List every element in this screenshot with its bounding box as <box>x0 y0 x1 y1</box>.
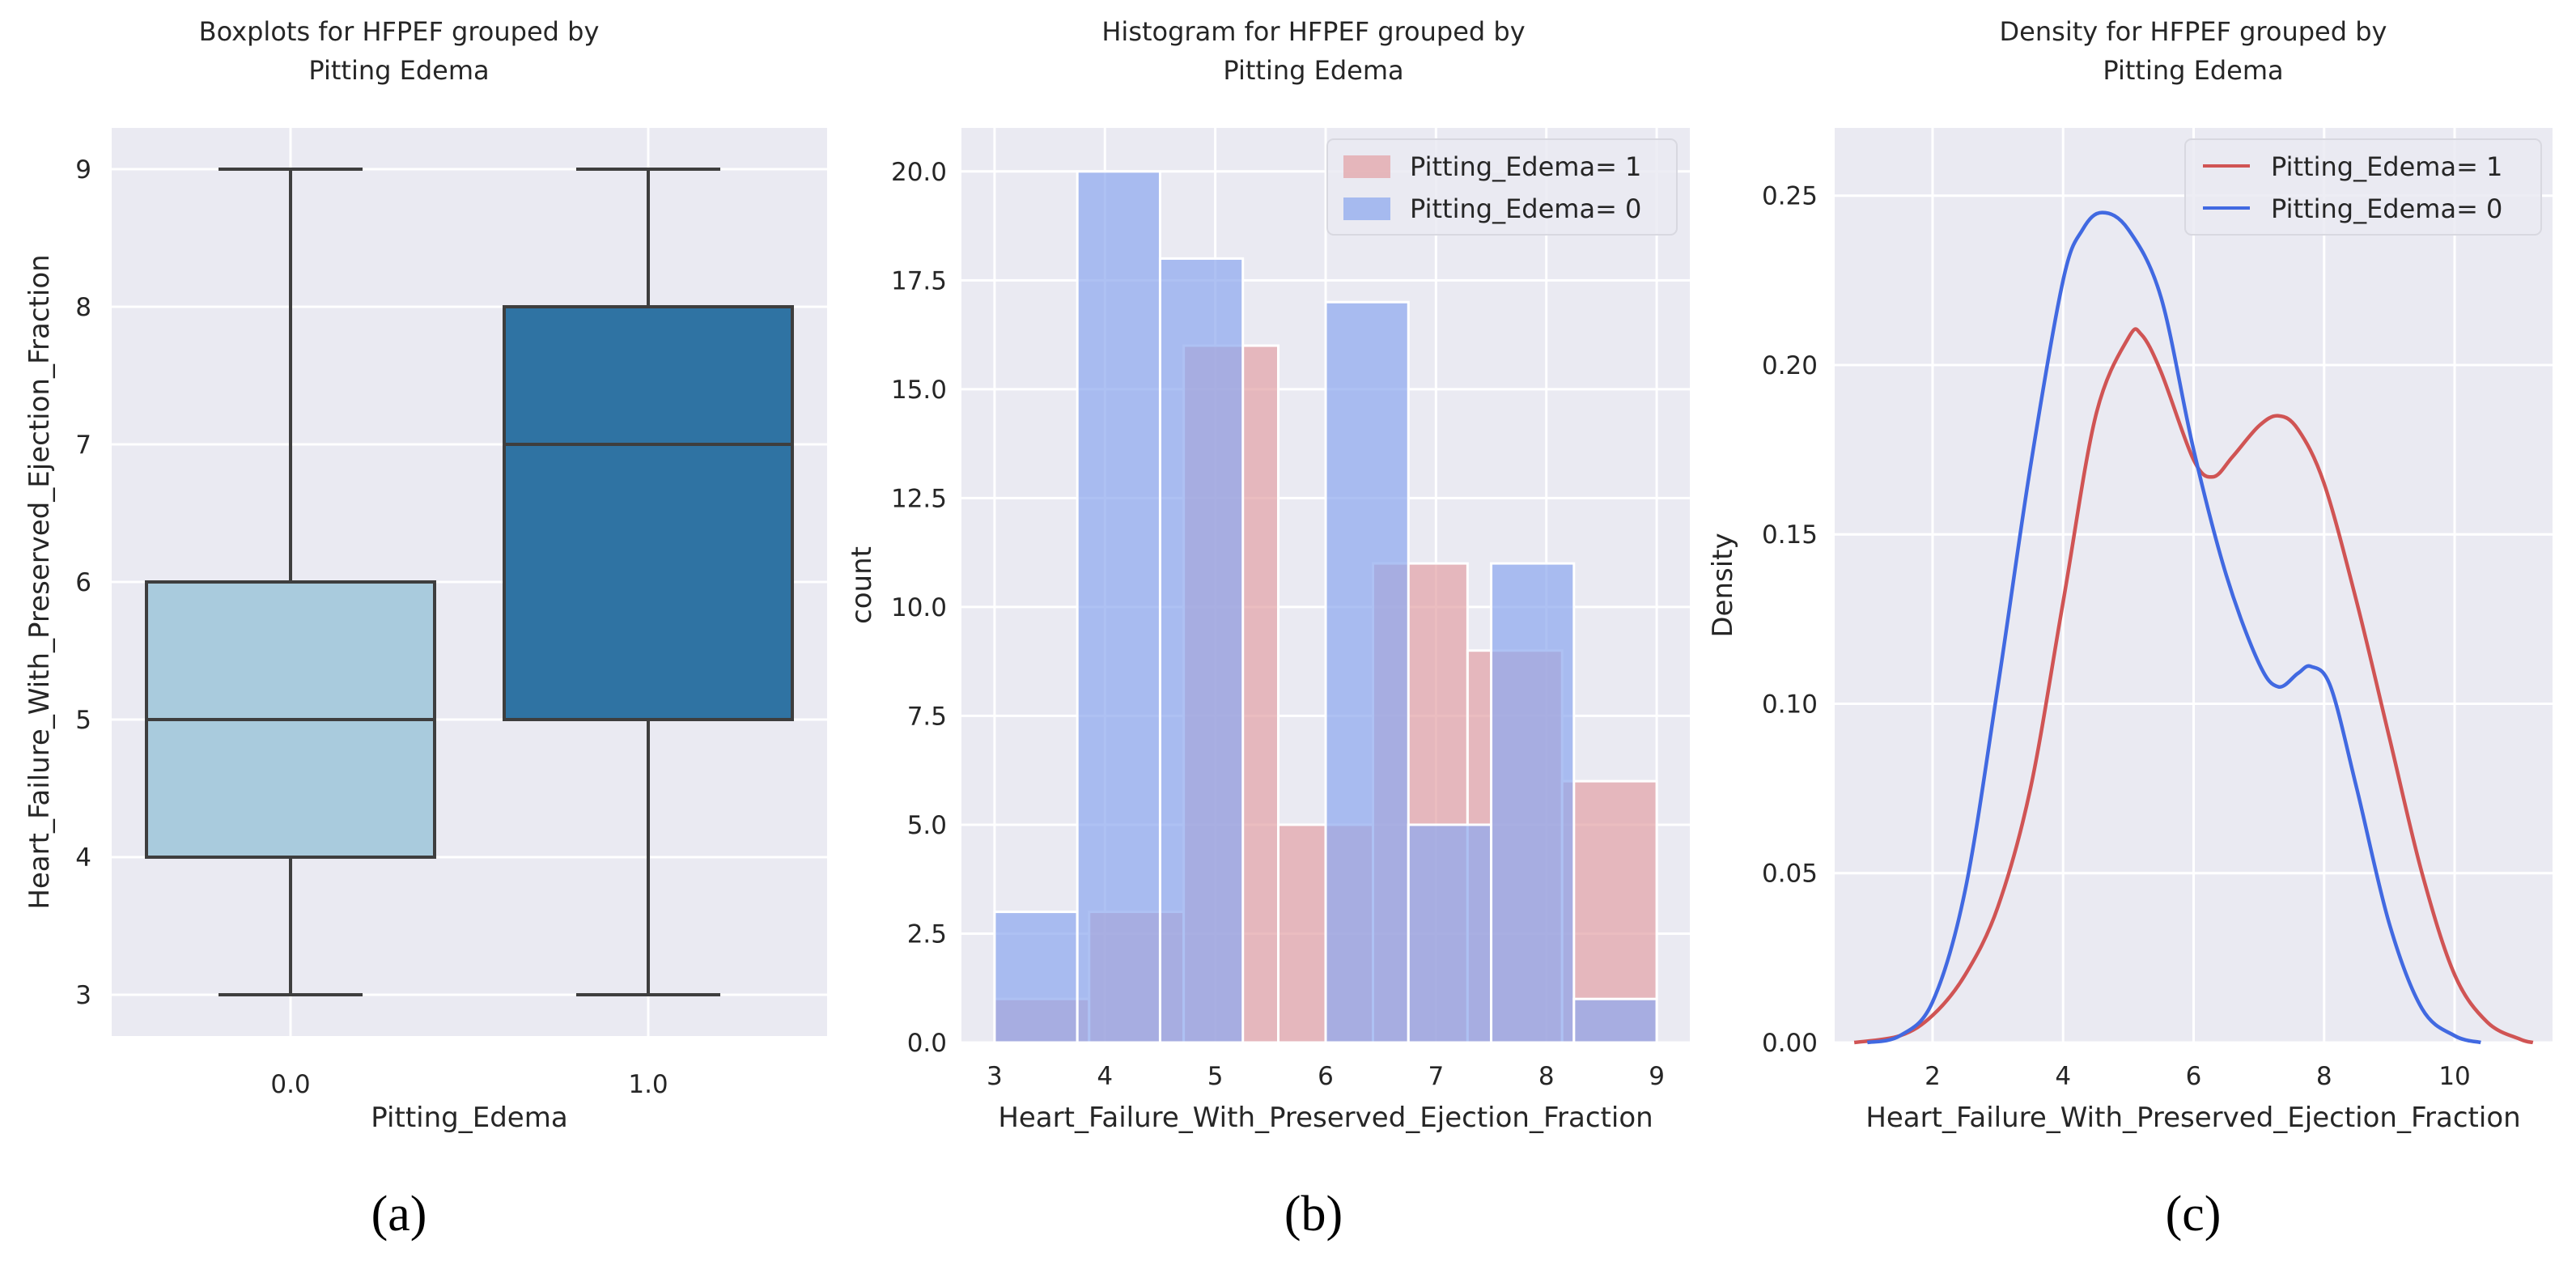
chart-b-title-line2: Pitting Edema <box>1223 55 1403 86</box>
chart-b-ylabel: count <box>846 546 878 624</box>
chart-c-xtick-label-3: 8 <box>2316 1062 2332 1091</box>
chart-b: Histogram for HFPEF grouped by Pitting E… <box>846 16 1690 1242</box>
chart-b-legend-swatch-0 <box>1343 197 1390 220</box>
chart-b-xtick-label-5: 8 <box>1538 1062 1555 1091</box>
chart-b-xtick-label-6: 9 <box>1649 1062 1665 1091</box>
chart-c-xtick-label-2: 6 <box>2186 1062 2202 1091</box>
chart-b-ytick-label-2: 5.0 <box>907 811 947 840</box>
chart-b-bar-edema0-2 <box>1158 257 1245 1044</box>
chart-c-ytick-label-3: 0.15 <box>1762 520 1818 550</box>
chart-c-ytick-label-2: 0.10 <box>1762 690 1818 719</box>
chart-b-bar-edema0-5 <box>1407 823 1493 1044</box>
chart-b-ytick-label-0: 0.0 <box>907 1029 947 1058</box>
chart-b-ytick-label-1: 2.5 <box>907 919 947 949</box>
chart-b-ytick-label-7: 17.5 <box>891 266 947 295</box>
chart-a-xtick-1: 1.0 <box>628 1070 668 1099</box>
chart-b-legend-swatch-1 <box>1343 155 1390 178</box>
chart-c-line-edema0 <box>1866 210 2481 1045</box>
chart-b-ticks: 0.0 2.5 5.0 7.5 10.0 12.5 15.0 17.5 20.0 3 4 5 6 7 8 9 <box>891 158 1665 1091</box>
chart-a-boxes <box>145 168 794 996</box>
chart-c-xlabel: Heart_Failure_With_Preserved_Ejection_Fr… <box>1865 1102 2520 1134</box>
chart-a-ylabel: Heart_Failure_With_Preserved_Ejection_Fr… <box>23 254 56 909</box>
chart-a-title-line2: Pitting Edema <box>308 55 489 86</box>
chart-c-xtick-label-4: 10 <box>2438 1062 2470 1091</box>
chart-b-xlabel: Heart_Failure_With_Preserved_Ejection_Fr… <box>998 1102 1653 1134</box>
chart-b-xtick-label-0: 3 <box>987 1062 1003 1091</box>
chart-b-ytick-label-6: 15.0 <box>891 376 947 405</box>
chart-c-xtick-label-1: 4 <box>2055 1062 2071 1091</box>
chart-a-ytick-label-1: 4 <box>75 843 91 873</box>
chart-a-ytick-label-4: 7 <box>75 431 91 460</box>
chart-b-bar-edema0-6 <box>1490 562 1576 1044</box>
chart-c-ytick-label-4: 0.20 <box>1762 351 1818 380</box>
chart-a-ytick-label-5: 8 <box>75 293 91 322</box>
chart-b-ytick-label-8: 20.0 <box>891 158 947 187</box>
chart-b-title-line1: Histogram for HFPEF grouped by <box>1101 16 1525 47</box>
chart-c-ytick-label-0: 0.00 <box>1762 1029 1818 1058</box>
chart-c-line-edema1 <box>1853 327 2534 1045</box>
chart-b-legend-frame <box>1326 138 1678 236</box>
chart-b-legend-label-1: Pitting_Edema= 1 <box>1410 151 1641 182</box>
chart-c-legend: Pitting_Edema= 1 Pitting_Edema= 0 <box>2184 138 2542 236</box>
chart-a-xtick-0: 0.0 <box>270 1070 310 1099</box>
chart-b-bar-edema0-7 <box>1572 997 1658 1044</box>
chart-c: Density for HFPEF grouped by Pitting Ede… <box>1707 16 2553 1242</box>
chart-a-title-line1: Boxplots for HFPEF grouped by <box>199 16 600 47</box>
panel-c-label: (c) <box>2166 1187 2222 1242</box>
chart-c-ylabel: Density <box>1707 533 1739 637</box>
chart-b-ytick-label-4: 10.0 <box>891 593 947 622</box>
chart-b-xtick-label-1: 4 <box>1097 1062 1113 1091</box>
chart-b-ytick-label-5: 12.5 <box>891 484 947 513</box>
chart-b-bar-edema0-1 <box>1076 170 1161 1044</box>
chart-c-legend-label-1: Pitting_Edema= 1 <box>2271 151 2502 182</box>
chart-b-xtick-label-3: 6 <box>1318 1062 1334 1091</box>
chart-c-title-line2: Pitting Edema <box>2103 55 2283 86</box>
chart-a-ytick-label-6: 9 <box>75 155 91 185</box>
chart-a-ytick-label-0: 3 <box>75 981 91 1010</box>
chart-c-legend-label-0: Pitting_Edema= 0 <box>2271 193 2502 224</box>
chart-c-title-line1: Density for HFPEF grouped by <box>2000 16 2387 47</box>
chart-c-ytick-label-5: 0.25 <box>1762 182 1818 211</box>
chart-c-ytick-label-1: 0.05 <box>1762 860 1818 889</box>
panel-b-label: (b) <box>1284 1187 1343 1242</box>
chart-c-lines <box>1853 210 2534 1045</box>
panel-a-label: (a) <box>371 1187 427 1242</box>
chart-b-bar-edema0-0 <box>993 911 1079 1044</box>
chart-b-ytick-label-3: 7.5 <box>907 702 947 731</box>
chart-b-bars <box>993 170 1658 1044</box>
chart-a: Boxplots for HFPEF grouped by Pitting Ed… <box>23 16 827 1242</box>
chart-b-bar-edema0-4 <box>1324 300 1410 1044</box>
chart-a-box-1 <box>503 305 794 721</box>
chart-b-xtick-label-4: 7 <box>1428 1062 1444 1091</box>
chart-b-legend: Pitting_Edema= 1 Pitting_Edema= 0 <box>1326 138 1678 236</box>
chart-a-ytick-label-3: 6 <box>75 568 91 597</box>
chart-a-yticks: 3 4 5 6 7 8 9 <box>75 155 91 1010</box>
chart-b-xtick-label-2: 5 <box>1207 1062 1224 1091</box>
chart-a-xlabel: Pitting_Edema <box>371 1102 567 1134</box>
chart-c-legend-frame <box>2184 138 2542 236</box>
chart-c-xtick-label-0: 2 <box>1925 1062 1941 1091</box>
chart-b-legend-label-0: Pitting_Edema= 0 <box>1410 193 1641 224</box>
chart-a-ytick-label-2: 5 <box>75 706 91 735</box>
chart-c-ticks: 0.00 0.05 0.10 0.15 0.20 0.25 2 4 6 8 10 <box>1762 182 2471 1091</box>
